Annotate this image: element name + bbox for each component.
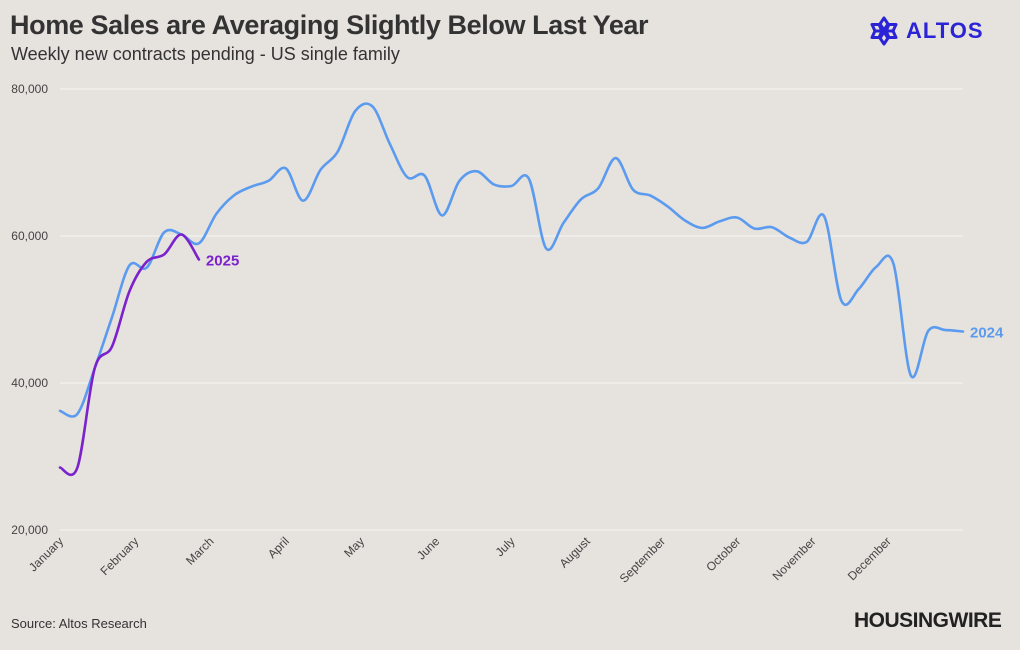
x-tick-label: April xyxy=(265,534,292,561)
y-axis-ticks: 20,000 40,000 60,000 80,000 xyxy=(11,82,48,537)
altos-brand: ALTOS xyxy=(868,14,984,48)
series-lines xyxy=(58,102,965,477)
x-tick-label: August xyxy=(557,534,594,571)
chart-subtitle: Weekly new contracts pending - US single… xyxy=(11,44,400,64)
x-tick-label: March xyxy=(183,534,216,567)
series-line-2024 xyxy=(58,102,965,418)
y-tick-label: 20,000 xyxy=(11,523,48,537)
x-axis-ticks: January February March April May June July Augu… xyxy=(26,534,894,586)
y-tick-label: 60,000 xyxy=(11,229,48,243)
source-note: Source: Altos Research xyxy=(11,616,147,631)
y-tick-label: 80,000 xyxy=(11,82,48,96)
x-tick-label: June xyxy=(414,534,443,563)
housingwire-logo: HOUSINGWIRE xyxy=(854,609,1002,632)
altos-wordmark: ALTOS xyxy=(906,18,984,43)
x-tick-label: October xyxy=(703,534,743,574)
x-tick-label: November xyxy=(770,534,819,583)
series-label-2024: 2024 xyxy=(970,325,1004,342)
x-tick-label: February xyxy=(98,534,142,578)
series-label-2025: 2025 xyxy=(206,253,239,270)
gridlines xyxy=(60,88,963,531)
y-tick-label: 40,000 xyxy=(11,376,48,390)
x-tick-label: May xyxy=(341,534,367,560)
series-line-2025 xyxy=(58,233,201,477)
altos-snowflake-logo-icon xyxy=(868,15,900,47)
chart-title: Home Sales are Averaging Slightly Below … xyxy=(10,10,649,40)
x-tick-label: December xyxy=(845,534,894,583)
x-tick-label: January xyxy=(26,534,66,574)
series-labels: 2024 2025 xyxy=(206,253,1004,342)
x-tick-label: September xyxy=(617,534,668,585)
x-tick-label: July xyxy=(493,534,518,559)
